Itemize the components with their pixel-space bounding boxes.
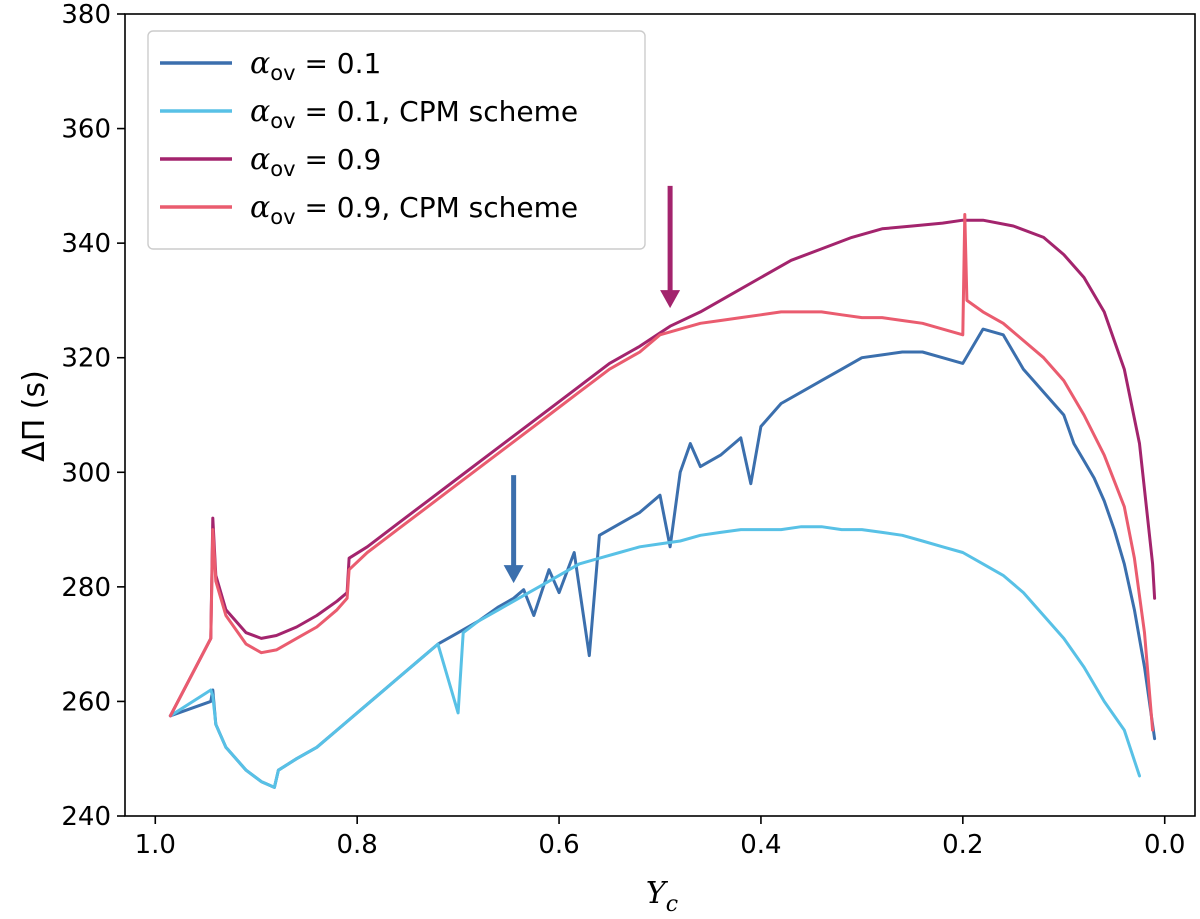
legend-item-3: αov = 0.9 [160, 142, 381, 181]
legend-item-4: αov = 0.9, CPM scheme [160, 190, 578, 229]
x-axis: 1.0 0.8 0.6 0.4 0.2 0.0 [135, 816, 1185, 860]
series-line-1 [168, 327, 1157, 789]
arrow-head [660, 290, 681, 309]
y-tick-label: 380 [61, 0, 111, 30]
arrow-layer [503, 185, 681, 584]
x-tick-label: 0.0 [1144, 830, 1185, 860]
legend-label: αov = 0.1 [250, 46, 381, 85]
x-axis-label: Yc [646, 876, 678, 917]
y-tick-label: 280 [61, 573, 111, 603]
y-tick-label: 240 [61, 802, 111, 832]
series-layer [168, 213, 1157, 789]
x-tick-label: 1.0 [135, 830, 176, 860]
x-tick-label: 0.2 [942, 830, 983, 860]
legend-label: αov = 0.9, CPM scheme [250, 190, 578, 229]
arrow-2 [503, 475, 524, 584]
legend-item-2: αov = 0.1, CPM scheme [160, 94, 578, 133]
y-tick-label: 320 [61, 344, 111, 374]
series-line-4 [168, 213, 1155, 732]
series-line-2 [168, 525, 1141, 789]
legend-label: αov = 0.1, CPM scheme [250, 94, 578, 133]
y-tick-label: 360 [61, 115, 111, 145]
legend-box [147, 30, 646, 250]
legend-label: αov = 0.9 [250, 142, 381, 181]
x-axis-label-sub: c [666, 892, 678, 917]
y-tick-label: 300 [61, 458, 111, 488]
series-line-3 [168, 218, 1157, 718]
x-tick-label: 0.6 [538, 830, 579, 860]
plot-frame [124, 13, 1196, 817]
y-tick-label: 260 [61, 687, 111, 717]
arrow-head [503, 565, 524, 584]
legend-item-1: αov = 0.1 [160, 46, 381, 85]
y-axis-label: ΔΠ (s) [17, 370, 52, 462]
legend: αov = 0.1 αov = 0.1, CPM scheme αov = 0.9 α… [147, 30, 646, 250]
x-tick-label: 0.8 [336, 830, 377, 860]
y-axis: 240 260 280 300 320 340 360 380 [61, 0, 125, 832]
arrow-1 [660, 185, 681, 309]
x-axis-label-main: Y [646, 876, 669, 911]
x-tick-label: 0.4 [740, 830, 781, 860]
y-tick-label: 340 [61, 229, 111, 259]
